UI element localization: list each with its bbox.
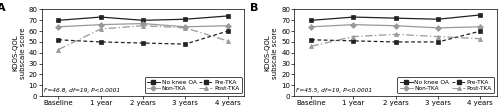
Text: B: B <box>250 3 258 13</box>
Legend: No knee OA, Non-TKA, Pre-TKA, Post-TKA: No knee OA, Non-TKA, Pre-TKA, Post-TKA <box>144 77 242 93</box>
Text: F=46.8, df=19, P<0.0001: F=46.8, df=19, P<0.0001 <box>44 89 120 93</box>
Legend: No knee OA, Non-TKA, Pre-TKA, Post-TKA: No knee OA, Non-TKA, Pre-TKA, Post-TKA <box>398 77 494 93</box>
Y-axis label: KOOS-QOL
subscale score: KOOS-QOL subscale score <box>265 27 278 78</box>
Text: F=45.5, df=19, P<0.0001: F=45.5, df=19, P<0.0001 <box>296 89 372 93</box>
Text: A: A <box>0 3 6 13</box>
Y-axis label: KOOS-QOL
subscale score: KOOS-QOL subscale score <box>12 27 26 78</box>
